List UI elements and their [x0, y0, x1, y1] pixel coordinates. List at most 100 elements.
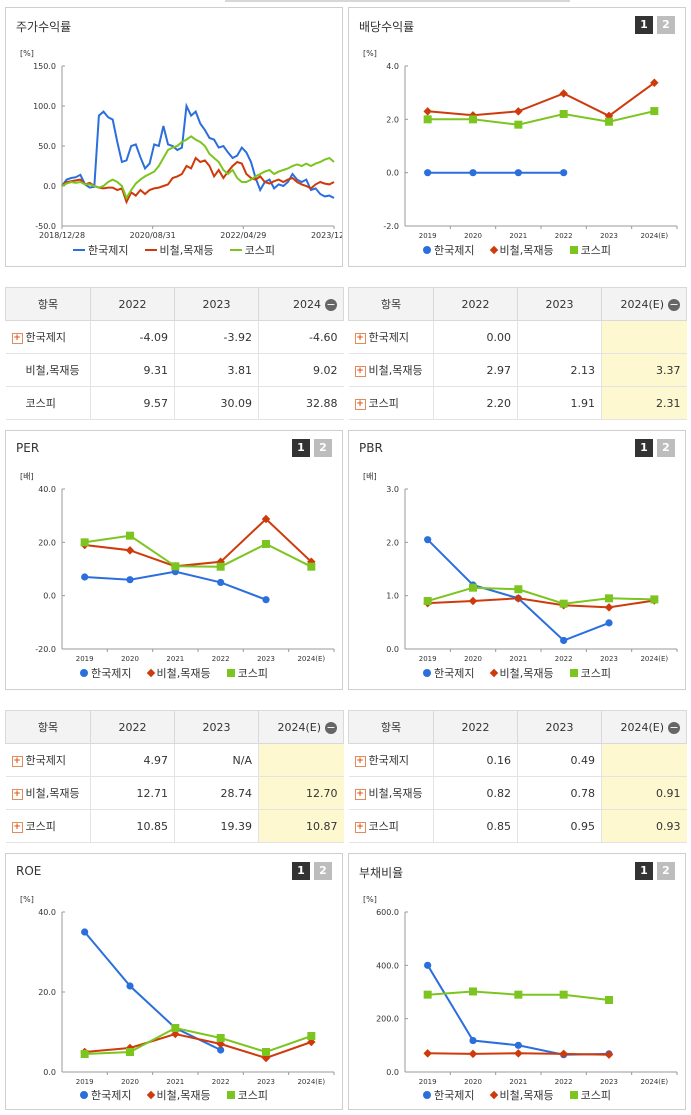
expand-icon[interactable]: +	[11, 755, 23, 767]
legend-marker	[489, 668, 498, 678]
table-cell: 3.81	[174, 353, 259, 387]
chart-svg: [배] 40.0 20.0 0.0 -20.0 2019 2020 2021 2022 2023 2…	[20, 472, 335, 663]
page-2-button[interactable]: 2	[314, 862, 332, 880]
company-line	[61, 102, 335, 199]
legend-item-company: 한국제지	[423, 1087, 475, 1103]
table-cell: -4.09	[90, 320, 175, 354]
chart-panel-pbr: PBR 1 2 [배] 3.0 2.0 1.0 0.0 2019 2020 2021 2022 2…	[348, 430, 686, 690]
data-table-per: 항목 2022 2023 2024(E) − + 한국제지 4.97 N/A + 비철,목재등 12.…	[5, 710, 344, 843]
y-tick-label: 150.0	[33, 62, 56, 71]
collapse-icon[interactable]: −	[668, 297, 680, 311]
expand-icon[interactable]: +	[354, 821, 366, 833]
page-2-button[interactable]: 2	[657, 16, 675, 34]
row-label: 코스피	[5, 386, 91, 420]
legend-label: 비철,목재등	[499, 667, 554, 680]
legend-marker	[226, 669, 235, 677]
legend-marker	[146, 668, 155, 678]
expand-icon[interactable]: +	[11, 821, 23, 833]
table-header-row: 항목 2022 2023 2024(E) −	[5, 710, 344, 744]
page-1-button[interactable]: 1	[292, 862, 310, 880]
y-tick-label: 600.0	[376, 908, 399, 917]
kospi-line	[61, 135, 335, 201]
kospi-point	[262, 539, 270, 548]
company-point	[514, 169, 522, 177]
expand-icon[interactable]: +	[354, 755, 366, 767]
panel-title: PBR	[359, 441, 383, 455]
y-unit-label: [%]	[20, 895, 34, 904]
company-point	[560, 636, 568, 645]
kospi-point	[307, 562, 316, 571]
company-point	[126, 576, 134, 584]
table-cell: -3.92	[174, 320, 259, 354]
page-1-button[interactable]: 1	[292, 439, 310, 457]
expand-icon[interactable]: +	[354, 332, 366, 344]
table-cell: 2.97	[433, 353, 518, 387]
chart-svg: [%] 40.0 20.0 0.0 2019 2020 2021 2022 2023 2024(E…	[20, 895, 335, 1086]
x-tick-label: 2022	[212, 1078, 230, 1086]
table-cell	[517, 320, 602, 354]
page-2-button[interactable]: 2	[314, 439, 332, 457]
industry-line	[427, 81, 655, 118]
industry-point	[468, 1049, 478, 1059]
kospi-line	[84, 534, 312, 568]
industry-point	[423, 107, 432, 116]
kospi-point	[216, 1034, 225, 1042]
page-2-button[interactable]: 2	[657, 439, 675, 457]
row-label-text: 코스피	[368, 820, 399, 833]
company-point	[126, 982, 134, 990]
legend-label: 비철,목재등	[499, 244, 554, 257]
company-point	[81, 928, 89, 936]
column-header: 2024(E) −	[601, 710, 687, 744]
table-row: + 비철,목재등 2.97 2.13 3.37	[348, 353, 687, 387]
y-tick-label: 100.0	[33, 102, 56, 111]
company-line	[84, 570, 267, 601]
x-tick-label: 2020	[464, 655, 482, 663]
company-point	[81, 573, 89, 581]
page-2-button[interactable]: 2	[657, 862, 675, 880]
expand-icon[interactable]: +	[354, 365, 366, 377]
page-buttons: 1 2	[635, 439, 675, 457]
row-label: + 코스피	[348, 809, 434, 843]
table-cell: 12.71	[90, 776, 175, 810]
table-cell: 0.78	[517, 776, 602, 810]
expand-icon[interactable]: +	[11, 788, 23, 800]
kospi-point	[171, 562, 180, 571]
x-tick-label: 2019	[419, 655, 437, 663]
expand-icon[interactable]: +	[11, 332, 23, 344]
table-cell: 0.85	[433, 809, 518, 843]
kospi-point	[650, 107, 659, 116]
column-header: 2024(E) −	[258, 710, 344, 744]
kospi-point	[262, 1048, 270, 1056]
legend-item-industry: 비철,목재등	[146, 665, 211, 681]
kospi-point	[126, 531, 134, 540]
row-label: + 코스피	[348, 386, 434, 420]
expand-icon[interactable]: +	[354, 398, 366, 410]
column-header: 2022	[90, 287, 175, 321]
collapse-icon[interactable]: −	[325, 720, 337, 734]
row-label-text: 비철,목재등	[25, 787, 80, 800]
legend-item-kospi: 코스피	[226, 665, 268, 681]
kospi-point	[559, 990, 568, 999]
company-point	[217, 578, 225, 587]
expand-icon[interactable]: +	[354, 788, 366, 800]
table-cell: 12.70	[258, 776, 344, 810]
page-buttons: 1 2	[635, 16, 675, 34]
collapse-icon[interactable]: −	[325, 297, 337, 311]
page-1-button[interactable]: 1	[635, 439, 653, 457]
legend-item-industry: 비철,목재등	[489, 242, 554, 258]
x-tick-label: 2023	[257, 1078, 275, 1086]
page-1-button[interactable]: 1	[635, 862, 653, 880]
industry-point	[514, 107, 523, 116]
chart-panel-stock-return: 주가수익률 [%] 150.0 100.0 50.0 0.0 -50.0 2018/12/2…	[5, 7, 343, 267]
legend-label: 한국제지	[434, 667, 475, 680]
kospi-point	[559, 599, 568, 608]
industry-point	[604, 1050, 614, 1059]
collapse-icon[interactable]: −	[668, 720, 680, 734]
page-1-button[interactable]: 1	[635, 16, 653, 34]
x-tick-label: 2020	[464, 1078, 482, 1086]
x-tick-label: 2022	[555, 232, 573, 240]
kospi-point	[126, 1048, 134, 1056]
legend-marker	[73, 249, 86, 251]
x-tick-label: 2018/12/28	[39, 231, 85, 240]
x-tick-label: 2019	[76, 1078, 94, 1086]
